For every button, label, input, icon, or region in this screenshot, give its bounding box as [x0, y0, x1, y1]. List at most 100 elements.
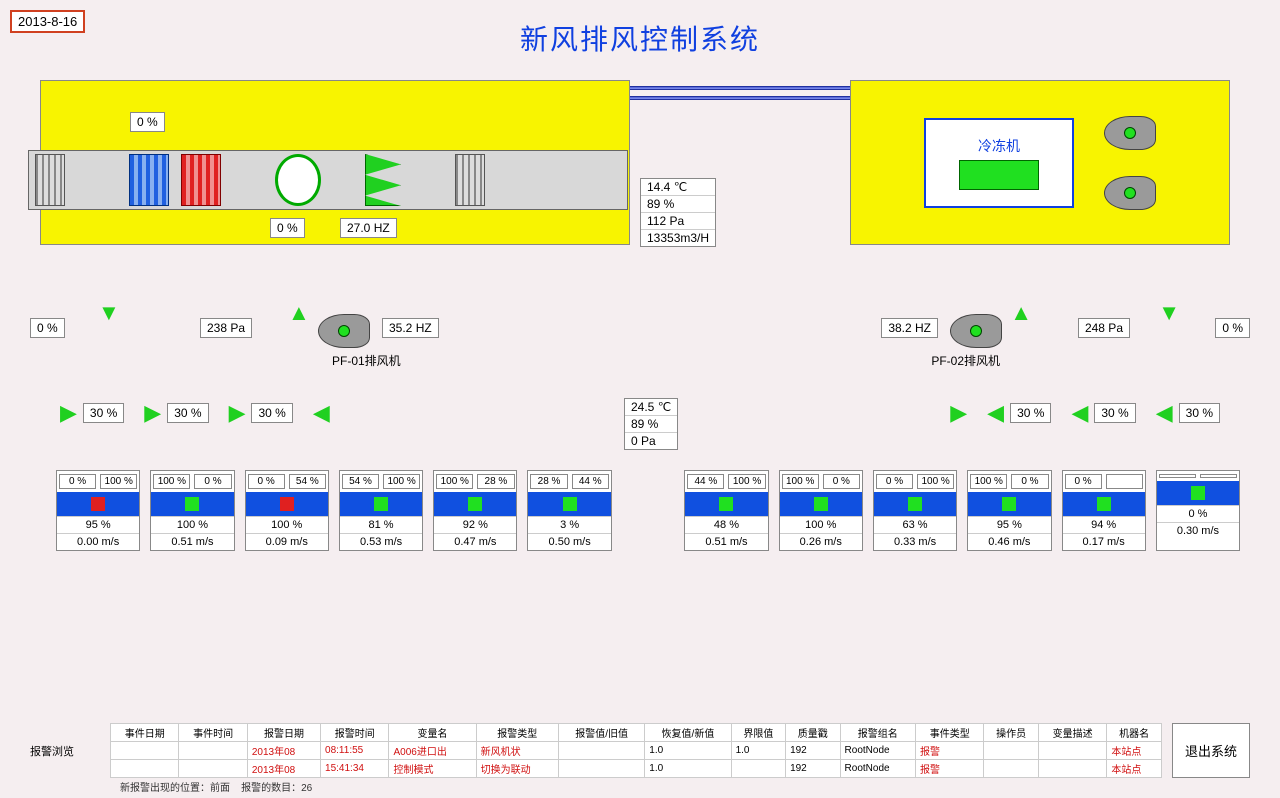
alarm-cell: [559, 760, 645, 778]
alarm-col: 界限值: [731, 724, 785, 742]
alarm-cell: [559, 742, 645, 760]
alarm-cell: 1.0: [645, 742, 731, 760]
room-status-bar: [1157, 481, 1239, 505]
room-value2: 0.30 m/s: [1157, 522, 1239, 539]
room-value2: 0.17 m/s: [1063, 533, 1145, 550]
room-value2: 0.51 m/s: [151, 533, 233, 550]
room-status-bar: [340, 492, 422, 516]
exit-button[interactable]: 退出系统: [1172, 723, 1250, 778]
inlet-louver-icon: [35, 154, 65, 206]
branch-right-1: 30 %: [1094, 403, 1135, 423]
room-unit: 0 %0.30 m/s: [1156, 470, 1240, 551]
alarm-cell: [111, 760, 179, 778]
arrow-left-icon: [1071, 400, 1088, 426]
alarm-cell: 08:11:55: [321, 742, 389, 760]
arrow-down-icon: [1158, 300, 1180, 326]
page-title: 新风排风控制系统: [0, 18, 1280, 58]
supply-press: 112 Pa: [641, 213, 715, 230]
room-status-icon: [280, 497, 294, 511]
pump1-icon: [1104, 116, 1156, 150]
room-status-icon: [1002, 497, 1016, 511]
alarm-cell: 切换为联动: [476, 760, 558, 778]
filter-blue-icon: [129, 154, 169, 206]
ahu-damper2-value: 0 %: [270, 218, 305, 238]
room-damper2: 0 %: [823, 474, 860, 489]
alarm-col: 操作员: [984, 724, 1038, 742]
room-damper1: 100 %: [436, 474, 473, 489]
room-press: 0 Pa: [625, 433, 677, 449]
room-status-bar: [151, 492, 233, 516]
room-status-bar: [528, 492, 610, 516]
arrow-right-icon: [950, 400, 967, 426]
arrow-right-icon: [144, 400, 161, 426]
room-value1: 100 %: [246, 516, 328, 533]
room-status-bar: [968, 492, 1050, 516]
room-value2: 0.26 m/s: [780, 533, 862, 550]
room-status-icon: [563, 497, 577, 511]
alarm-cell: [179, 760, 247, 778]
room-status-icon: [1097, 497, 1111, 511]
room-status-bar: [246, 492, 328, 516]
room-unit: 54 %100 %81 %0.53 m/s: [339, 470, 423, 551]
room-status-icon: [185, 497, 199, 511]
alarm-col: 事件时间: [179, 724, 247, 742]
alarm-cell: RootNode: [840, 742, 915, 760]
room-value1: 3 %: [528, 516, 610, 533]
chiller-core-icon: [959, 160, 1039, 190]
room-damper1: 54 %: [342, 474, 379, 489]
room-value1: 100 %: [780, 516, 862, 533]
supply-temp: 14.4 ℃: [641, 179, 715, 196]
alarm-col: 报警时间: [321, 724, 389, 742]
alarm-cell: 本站点: [1107, 742, 1162, 760]
room-status-icon: [374, 497, 388, 511]
room-value2: 0.50 m/s: [528, 533, 610, 550]
room-units-row: 0 %100 %95 %0.00 m/s 100 % 0 % 100 % 0.51 m/…: [56, 470, 1240, 551]
supply-rh: 89 %: [641, 196, 715, 213]
room-temp: 24.5 ℃: [625, 399, 677, 416]
alarm-cell: 控制模式: [389, 760, 476, 778]
room-status-bar: [1063, 492, 1145, 516]
alarm-cell: [1038, 742, 1106, 760]
alarm-col: 变量名: [389, 724, 476, 742]
exhaust-fan-row: 0 % 238 Pa 35.2 HZ PF-01排风机 38.2 HZ PF-0…: [30, 300, 1250, 370]
room-unit: 100 %0 %100 %0.26 m/s: [779, 470, 863, 551]
room-damper2: [1106, 474, 1143, 489]
room-status-icon: [719, 497, 733, 511]
branch-left-0: 30 %: [83, 403, 124, 423]
arrow-down-icon: [98, 300, 120, 326]
alarm-cell: [984, 742, 1038, 760]
alarm-cell: 2013年08: [247, 760, 320, 778]
room-value1: 81 %: [340, 516, 422, 533]
arrow-left-icon: [987, 400, 1004, 426]
room-unit: 0 %100 %95 %0.00 m/s: [56, 470, 140, 551]
room-status-icon: [91, 497, 105, 511]
room-status-bar: [434, 492, 516, 516]
ahu-freq-value: 27.0 HZ: [340, 218, 397, 238]
pf01-press: 238 Pa: [200, 318, 252, 338]
alarm-cell: RootNode: [840, 760, 915, 778]
outlet-louver-icon: [455, 154, 485, 206]
room-damper2: 0 %: [194, 474, 231, 489]
branch-left-2: 30 %: [251, 403, 292, 423]
alarm-col: 机器名: [1107, 724, 1162, 742]
room-damper2: 28 %: [477, 474, 514, 489]
alarm-cell: 192: [786, 760, 840, 778]
arrow-up-icon: [288, 300, 310, 326]
pf01-fan-icon: [318, 314, 370, 348]
chiller-label: 冷冻机: [978, 136, 1020, 156]
room-unit: 0 %94 %0.17 m/s: [1062, 470, 1146, 551]
alarm-cell: 报警: [916, 742, 984, 760]
pf01-damper: 0 %: [30, 318, 65, 338]
room-sensor: 24.5 ℃ 89 % 0 Pa: [624, 398, 678, 450]
alarm-cell: [1038, 760, 1106, 778]
alarm-cell: [111, 742, 179, 760]
room-status-bar: [57, 492, 139, 516]
alarm-col: 报警类型: [476, 724, 558, 742]
room-damper2: 54 %: [289, 474, 326, 489]
alarm-col: 变量描述: [1038, 724, 1106, 742]
alarm-col: 报警组名: [840, 724, 915, 742]
arrow-up-icon: [1010, 300, 1032, 326]
alarm-cell: 192: [786, 742, 840, 760]
alarm-cell: [984, 760, 1038, 778]
alarm-browser-label: 报警浏览: [30, 723, 100, 778]
